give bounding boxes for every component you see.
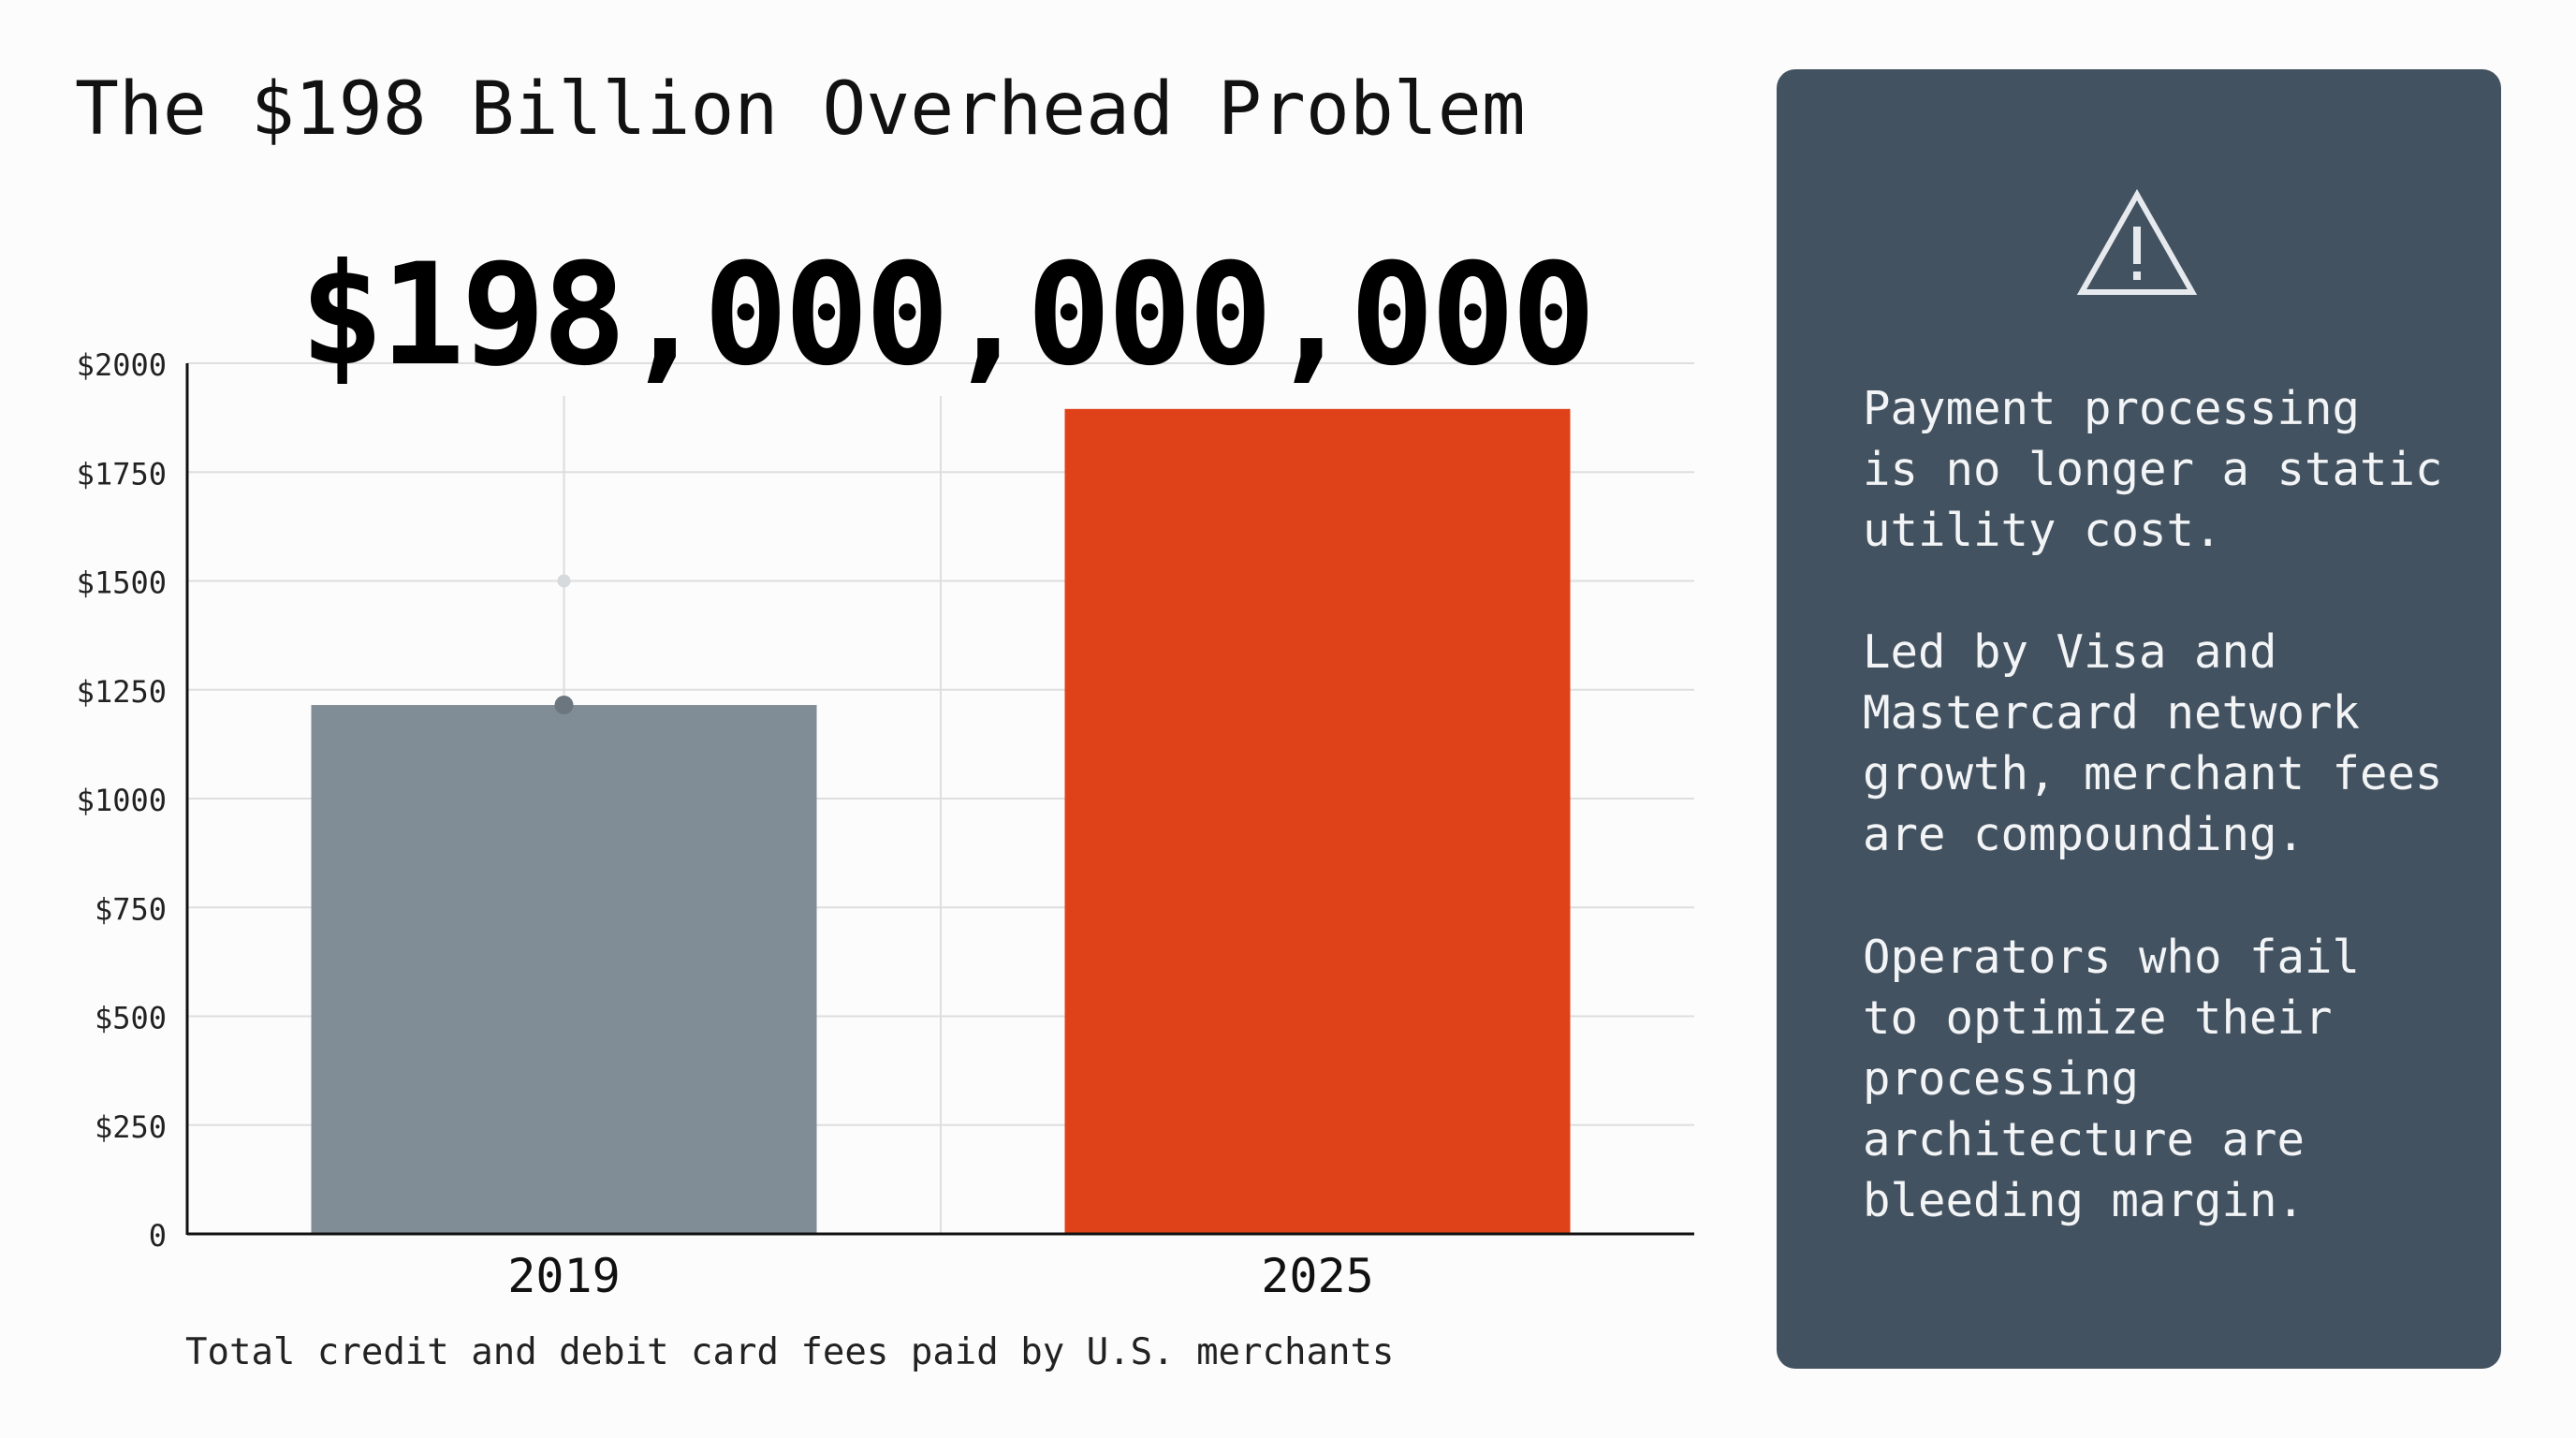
y-tick-label: $1000 [77,783,167,818]
y-tick-label: $2000 [77,347,167,383]
page-title: The $198 Billion Overhead Problem [75,67,1526,152]
panel-paragraph: Operators who fail to optimize their pro… [1863,931,2361,1227]
panel-paragraph: Led by Visa and Mastercard network growt… [1863,625,2443,861]
chart-axes [185,363,1694,1236]
bar-top-marker [554,696,574,715]
panel-paragraph: Payment processing is no longer a static… [1863,382,2443,557]
grid-marker-dot [557,574,571,588]
headline-number: $198,000,000,000 [300,234,1596,397]
x-tick-label: 2025 [1261,1249,1373,1303]
y-tick-label: $1750 [77,456,167,492]
chart-tick-labels: 0 $250 $500 $750 $1000 $1250 $1500 $1750 $2000 20… [77,347,1374,1303]
y-tick-label: $750 [95,891,167,927]
y-tick-label: $500 [95,1001,167,1036]
warning-triangle-icon [2076,189,2198,295]
bar-2025 [1064,408,1571,1234]
x-tick-label: 2019 [507,1249,620,1303]
insight-panel: Payment processing is no longer a static… [1777,69,2501,1369]
y-tick-label: $250 [95,1109,167,1145]
chart-caption: Total credit and debit card fees paid by… [185,1331,1395,1373]
bar-2019 [311,705,817,1234]
y-tick-label: $1250 [77,674,167,710]
y-tick-label: $1500 [77,565,167,601]
chart-bars [311,408,1571,1234]
bar-chart: 0 $250 $500 $750 $1000 $1250 $1500 $1750 $2000 20… [77,347,1694,1303]
y-tick-label: 0 [149,1218,167,1254]
